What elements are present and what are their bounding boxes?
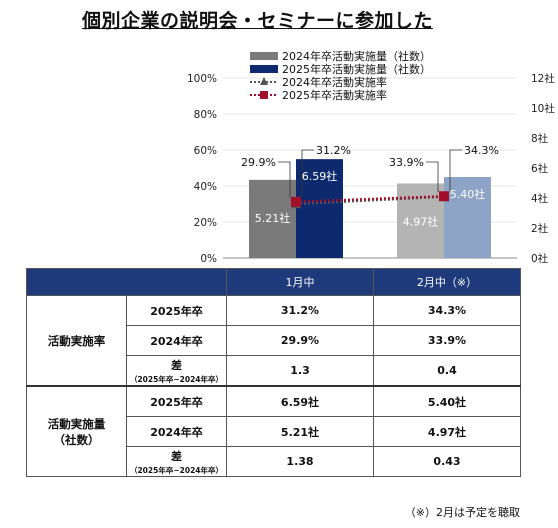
y-right-tick-label: 8社 xyxy=(531,132,549,145)
cell-value: 29.9% xyxy=(226,325,374,356)
group-label-volume-unit: （社数） xyxy=(53,432,100,447)
y-right-tick-label: 10社 xyxy=(531,102,555,115)
marker-2025-rate xyxy=(439,191,449,202)
line-2024-rate xyxy=(295,195,445,206)
y-right-tick-label: 6社 xyxy=(531,162,549,175)
leader-line xyxy=(301,149,314,197)
rate-2024-label: 33.9% xyxy=(389,156,424,169)
row-label: 2025年卒 xyxy=(126,295,227,326)
table-header-row: 1月中 2月中（※） xyxy=(26,268,521,296)
cell-value: 1.3 xyxy=(226,355,374,387)
line-2025-rate xyxy=(295,195,445,204)
row-label-diff: 差 （2025年卒−2024年卒） xyxy=(126,446,227,477)
bar-2024-label: 5.21社 xyxy=(255,211,291,225)
legend-label-2025-rate: 2025年卒活動実施率 xyxy=(282,88,387,102)
cell-value: 1.38 xyxy=(226,446,374,477)
table-row: 2024年卒 29.9% 33.9% xyxy=(27,325,521,356)
table-header-corner xyxy=(26,268,227,296)
cell-value: 0.43 xyxy=(373,446,521,477)
group-label-rate: 活動実施率 xyxy=(26,295,127,387)
leader-line xyxy=(449,149,462,192)
y-left-tick-label: 60% xyxy=(194,145,217,157)
rate-2025-label: 31.2% xyxy=(316,144,351,157)
group-label-rate-text: 活動実施率 xyxy=(47,333,106,348)
y-left-tick-label: 40% xyxy=(194,181,217,193)
bar-2025 xyxy=(296,159,343,258)
row-label-diff: 差 （2025年卒−2024年卒） xyxy=(126,355,227,387)
rate-2024-label: 29.9% xyxy=(241,156,276,169)
cell-value: 33.9% xyxy=(373,325,521,356)
cell-value: 5.40社 xyxy=(373,385,521,417)
y-right-tick-label: 2社 xyxy=(531,222,549,235)
row-label: 2024年卒 xyxy=(126,416,227,447)
table-row: 活動実施量 （社数） 2025年卒 6.59社 5.40社 xyxy=(26,385,521,477)
cell-value: 31.2% xyxy=(226,295,374,326)
bar-2024-label: 4.97社 xyxy=(403,214,439,228)
diff-label: 差 xyxy=(171,449,182,463)
table-header-feb: 2月中（※） xyxy=(373,268,521,296)
y-right-tick-label: 4社 xyxy=(531,192,549,205)
y-right-tick-label: 12社 xyxy=(531,72,555,85)
table-row: 活動実施率 2025年卒 31.2% 34.3% xyxy=(26,295,521,387)
cell-value: 4.97社 xyxy=(373,416,521,447)
bar-2024 xyxy=(249,179,296,258)
diff-label: 差 xyxy=(171,358,182,372)
footnote: （※）2月は予定を聴取 xyxy=(404,506,520,519)
cell-value: 6.59社 xyxy=(226,385,374,417)
combo-chart: 0% 20% 40% 60% 80% 100% 0社 2社 4社 6社 8社 10社 12社 5.21社 6… xyxy=(187,49,555,265)
table-header-jan: 1月中 xyxy=(226,268,374,296)
table-row: 差 （2025年卒−2024年卒） 1.3 0.4 xyxy=(27,355,521,387)
leader-line xyxy=(426,161,439,193)
legend-label-2024-volume: 2024年卒活動実施量（社数） xyxy=(282,49,431,63)
y-right-tick-label: 0社 xyxy=(531,252,549,265)
y-left-tick-label: 80% xyxy=(194,109,217,121)
legend-label-2024-rate: 2024年卒活動実施率 xyxy=(282,75,387,89)
marker-2025-rate xyxy=(291,196,301,207)
legend-swatch-2025-volume xyxy=(250,65,278,73)
row-label: 2024年卒 xyxy=(126,325,227,356)
diff-note: （2025年卒−2024年卒） xyxy=(129,374,224,384)
row-label: 2025年卒 xyxy=(126,385,227,417)
legend-label-2025-volume: 2025年卒活動実施量（社数） xyxy=(282,62,431,76)
bar-2025-label: 6.59社 xyxy=(302,169,338,183)
cell-value: 5.21社 xyxy=(226,416,374,447)
table-row: 2024年卒 5.21社 4.97社 xyxy=(27,416,521,447)
rate-2025-label: 34.3% xyxy=(464,144,499,157)
y-left-tick-label: 20% xyxy=(194,217,217,229)
bar-2025 xyxy=(444,177,491,258)
y-left-tick-label: 100% xyxy=(187,73,217,85)
bar-2025-label: 5.40社 xyxy=(450,187,486,201)
chart-title: 個別企業の説明会・セミナーに参加した xyxy=(82,10,434,32)
legend-marker-2025-rate xyxy=(260,91,268,99)
y-left-tick-label: 0% xyxy=(200,253,217,265)
legend-swatch-2024-volume xyxy=(250,52,278,60)
cell-value: 34.3% xyxy=(373,295,521,326)
group-label-volume-text: 活動実施量 xyxy=(47,416,106,431)
diff-note: （2025年卒−2024年卒） xyxy=(129,465,224,475)
group-label-volume: 活動実施量 （社数） xyxy=(26,385,127,477)
data-table: 1月中 2月中（※） 活動実施率 2025年卒 31.2% 34.3% 2024… xyxy=(26,268,521,477)
cell-value: 0.4 xyxy=(373,355,521,387)
legend-marker-2024-rate xyxy=(260,77,268,85)
table-row: 差 （2025年卒−2024年卒） 1.38 0.43 xyxy=(27,446,521,477)
leader-line xyxy=(278,161,291,198)
